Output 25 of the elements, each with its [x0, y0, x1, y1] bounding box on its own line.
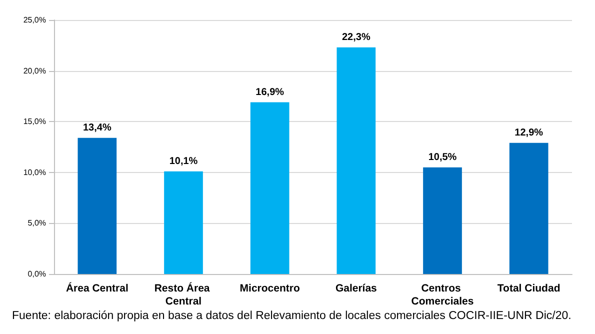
x-tick-label: Resto Área Central: [154, 282, 213, 308]
bar: [423, 167, 462, 274]
y-tick-label: 0,0%: [28, 270, 46, 278]
x-tick-label: Centros Comerciales: [411, 282, 474, 308]
bar: [336, 47, 376, 274]
data-label: 10,5%: [428, 152, 457, 163]
y-tick-label: 5,0%: [28, 218, 46, 228]
data-label: 22,3%: [342, 32, 370, 43]
data-label: 13,4%: [82, 122, 112, 134]
y-tick-label: 20,0%: [23, 66, 46, 76]
data-label: 10,1%: [169, 156, 198, 167]
x-tick-label: Total Ciudad: [497, 282, 560, 294]
bar: [250, 102, 290, 274]
y-tick-label: 25,0%: [23, 16, 46, 24]
y-tick-label: 15,0%: [23, 117, 46, 126]
data-label: 12,9%: [514, 127, 544, 138]
x-tick-label: Microcentro: [240, 282, 300, 294]
y-tick-label: 10,0%: [23, 168, 46, 177]
x-tick-label: Área Central: [66, 282, 128, 294]
data-label: 16,9%: [256, 86, 284, 98]
bar: [78, 138, 117, 274]
x-tick-label: Galerías: [335, 282, 378, 294]
source-note: Fuente: elaboración propia en base a datos del Relevamiento de locales comerciales COCIR-IIE-UNR Dic/20.: [12, 310, 572, 322]
bar: [164, 171, 203, 274]
bar: [509, 142, 548, 274]
